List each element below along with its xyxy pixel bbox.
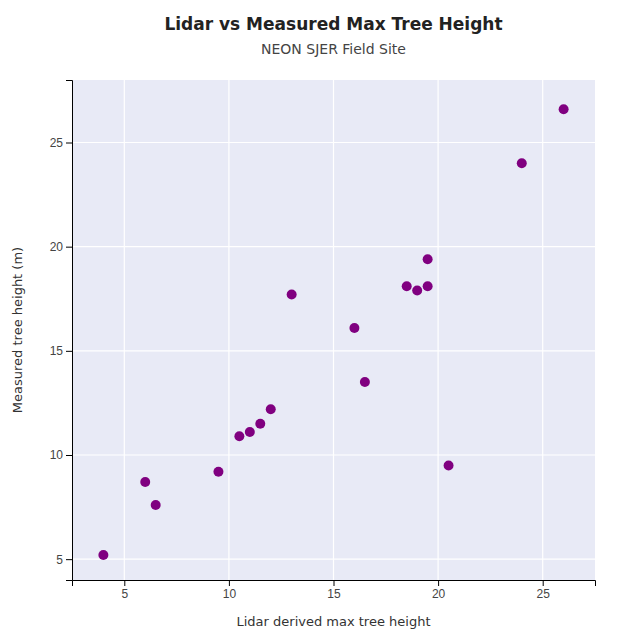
grid bbox=[72, 80, 595, 580]
x-axis: 5 10 15 20 25 bbox=[73, 580, 596, 601]
point bbox=[360, 377, 370, 387]
y-tick-mark bbox=[66, 247, 72, 248]
x-tick-label: 20 bbox=[432, 587, 446, 601]
point bbox=[234, 431, 244, 441]
y-grid-line bbox=[72, 142, 595, 143]
y-tick-label: 10 bbox=[50, 448, 64, 462]
y-tick-label: 25 bbox=[50, 136, 64, 150]
point bbox=[423, 281, 433, 291]
chart: 5 10 15 20 25 5 10 15 20 25 Lidar vs Measured Max … bbox=[0, 0, 619, 644]
y-tick: 25 bbox=[50, 136, 72, 150]
x-tick-mark bbox=[334, 580, 335, 586]
y-tick-label: 5 bbox=[56, 553, 63, 567]
point bbox=[151, 500, 161, 510]
point bbox=[349, 323, 359, 333]
title: Lidar vs Measured Max Tree Height bbox=[164, 14, 502, 34]
x-tick-mark bbox=[229, 580, 230, 586]
x-axis-line bbox=[73, 581, 596, 587]
x-tick: 20 bbox=[432, 580, 446, 601]
plot-background bbox=[72, 80, 595, 580]
y-axis-line bbox=[66, 81, 73, 581]
y-grid-line bbox=[72, 454, 595, 455]
x-grid-line bbox=[333, 80, 334, 580]
x-tick-label: 25 bbox=[537, 587, 551, 601]
point bbox=[517, 158, 527, 168]
y-tick-mark bbox=[66, 559, 72, 560]
point bbox=[245, 427, 255, 437]
x-grid-line bbox=[438, 80, 439, 580]
point bbox=[255, 419, 265, 429]
point bbox=[402, 281, 412, 291]
point bbox=[287, 290, 297, 300]
y-axis-title: Measured tree height (m) bbox=[10, 247, 25, 413]
subtitle: NEON SJER Field Site bbox=[261, 41, 406, 57]
x-tick: 5 bbox=[121, 580, 128, 601]
x-grid-line bbox=[542, 80, 543, 580]
point bbox=[423, 254, 433, 264]
y-tick-label: 20 bbox=[50, 240, 64, 254]
y-tick: 20 bbox=[50, 240, 72, 254]
point bbox=[444, 460, 454, 470]
y-tick: 10 bbox=[50, 448, 72, 462]
point bbox=[140, 477, 150, 487]
y-tick-label: 15 bbox=[50, 344, 64, 358]
x-tick-label: 5 bbox=[121, 587, 128, 601]
y-grid-line bbox=[72, 350, 595, 351]
y-grid-line bbox=[72, 246, 595, 247]
y-tick-mark bbox=[66, 143, 72, 144]
x-tick-label: 15 bbox=[327, 587, 341, 601]
y-tick-mark bbox=[66, 351, 72, 352]
x-tick: 25 bbox=[537, 580, 551, 601]
x-tick-label: 10 bbox=[223, 587, 237, 601]
x-tick: 10 bbox=[223, 580, 237, 601]
x-grid-line bbox=[228, 80, 229, 580]
x-tick-mark bbox=[543, 580, 544, 586]
plot-area: 5 10 15 20 25 5 10 15 20 25 bbox=[50, 80, 596, 601]
x-tick: 15 bbox=[327, 580, 341, 601]
y-tick: 5 bbox=[56, 553, 72, 567]
x-tick-mark bbox=[438, 580, 439, 586]
x-axis-title: Lidar derived max tree height bbox=[236, 614, 430, 629]
y-grid-line bbox=[72, 559, 595, 560]
point bbox=[98, 550, 108, 560]
point bbox=[266, 404, 276, 414]
y-tick-mark bbox=[66, 455, 72, 456]
x-grid-line bbox=[124, 80, 125, 580]
y-tick: 15 bbox=[50, 344, 72, 358]
x-tick-mark bbox=[124, 580, 125, 586]
y-axis: 5 10 15 20 25 bbox=[50, 81, 73, 581]
point bbox=[213, 467, 223, 477]
point bbox=[412, 285, 422, 295]
points bbox=[98, 104, 568, 560]
point bbox=[559, 104, 569, 114]
